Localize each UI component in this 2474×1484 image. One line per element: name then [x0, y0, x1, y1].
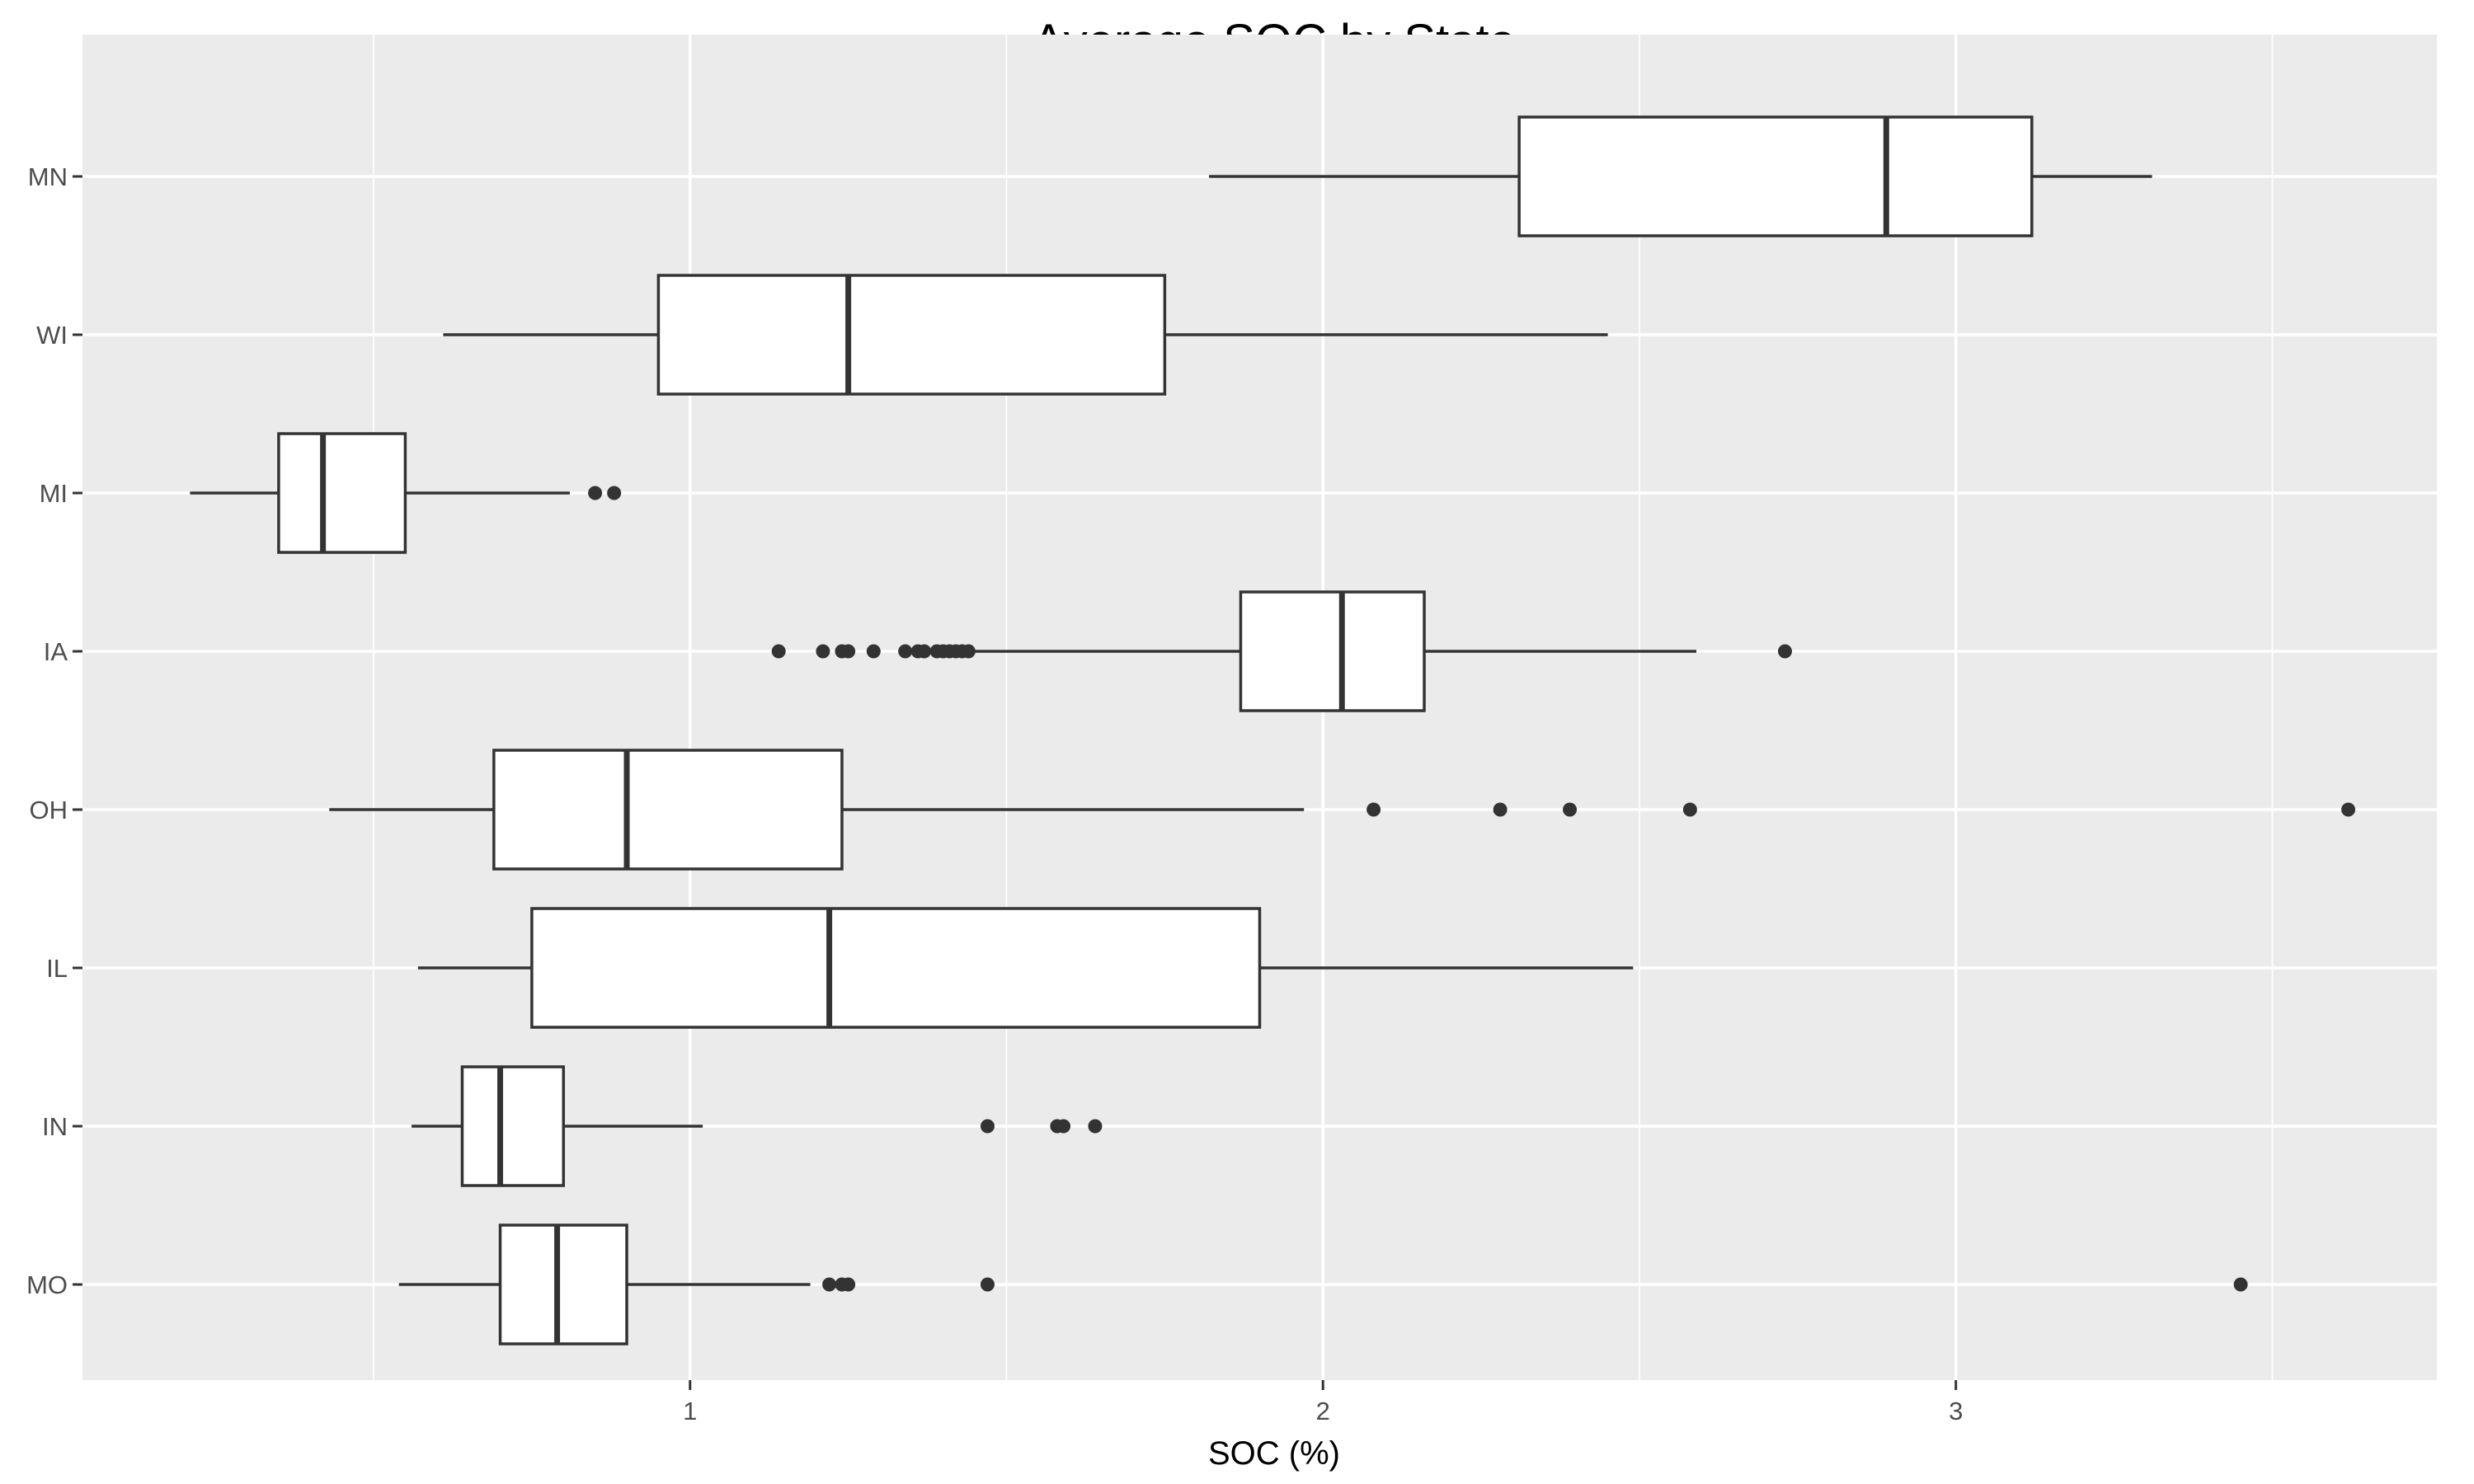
y-tick-label: OH: [30, 796, 68, 824]
box-series: [190, 115, 2356, 1345]
outlier-point: [1366, 802, 1381, 817]
outlier-point: [2341, 802, 2356, 817]
box-group-il: [417, 907, 1634, 1029]
outlier-point: [588, 486, 603, 500]
outlier-point: [1682, 802, 1697, 817]
outlier-point: [980, 1119, 995, 1134]
outlier-point: [866, 644, 881, 659]
outlier-point: [1493, 802, 1507, 817]
box-iqr: [1517, 115, 2034, 237]
outlier-point: [1563, 802, 1578, 817]
box-group-in: [412, 1065, 1103, 1187]
y-tick-label: MO: [26, 1270, 68, 1299]
box-group-oh: [329, 749, 2356, 871]
box-group-mo: [398, 1223, 2248, 1345]
outlier-point: [771, 644, 786, 659]
y-axis: MN WI MI IA OH IL IN MO: [26, 162, 82, 1299]
outlier-point: [1056, 1119, 1071, 1134]
box-iqr: [460, 1065, 566, 1187]
x-tick-label: 1: [683, 1397, 697, 1425]
y-tick-label: MN: [28, 162, 68, 191]
y-tick-label: IN: [42, 1112, 68, 1141]
y-tick-label: IL: [46, 954, 68, 983]
y-tick-label: MI: [40, 479, 68, 508]
x-tick-label: 3: [1949, 1397, 1963, 1425]
outlier-point: [898, 644, 913, 659]
outlier-point: [961, 644, 976, 659]
outlier-point: [841, 1277, 856, 1292]
outlier-point: [816, 644, 830, 659]
outlier-point: [822, 1277, 837, 1292]
box-group-mi: [190, 432, 622, 554]
box-iqr: [530, 907, 1262, 1029]
box-iqr: [277, 432, 407, 554]
outlier-point: [980, 1277, 995, 1292]
box-group-ia: [771, 590, 1793, 712]
x-tick-label: 2: [1316, 1397, 1330, 1425]
outlier-point: [841, 644, 856, 659]
outlier-point: [2233, 1277, 2248, 1292]
y-tick-label: WI: [36, 321, 68, 350]
box-iqr: [498, 1223, 628, 1345]
box-iqr: [1239, 590, 1426, 712]
outlier-point: [1088, 1119, 1103, 1134]
x-axis: 1 2 3: [683, 1380, 1963, 1425]
box-iqr: [656, 274, 1167, 396]
outlier-point: [917, 644, 932, 659]
outlier-point: [607, 486, 622, 500]
box-group-wi: [443, 274, 1608, 396]
box-iqr: [492, 749, 844, 871]
box-group-mn: [1209, 115, 2152, 237]
y-tick-label: IA: [44, 637, 68, 666]
outlier-point: [1778, 644, 1793, 659]
x-axis-title: SOC (%): [1208, 1435, 1340, 1472]
